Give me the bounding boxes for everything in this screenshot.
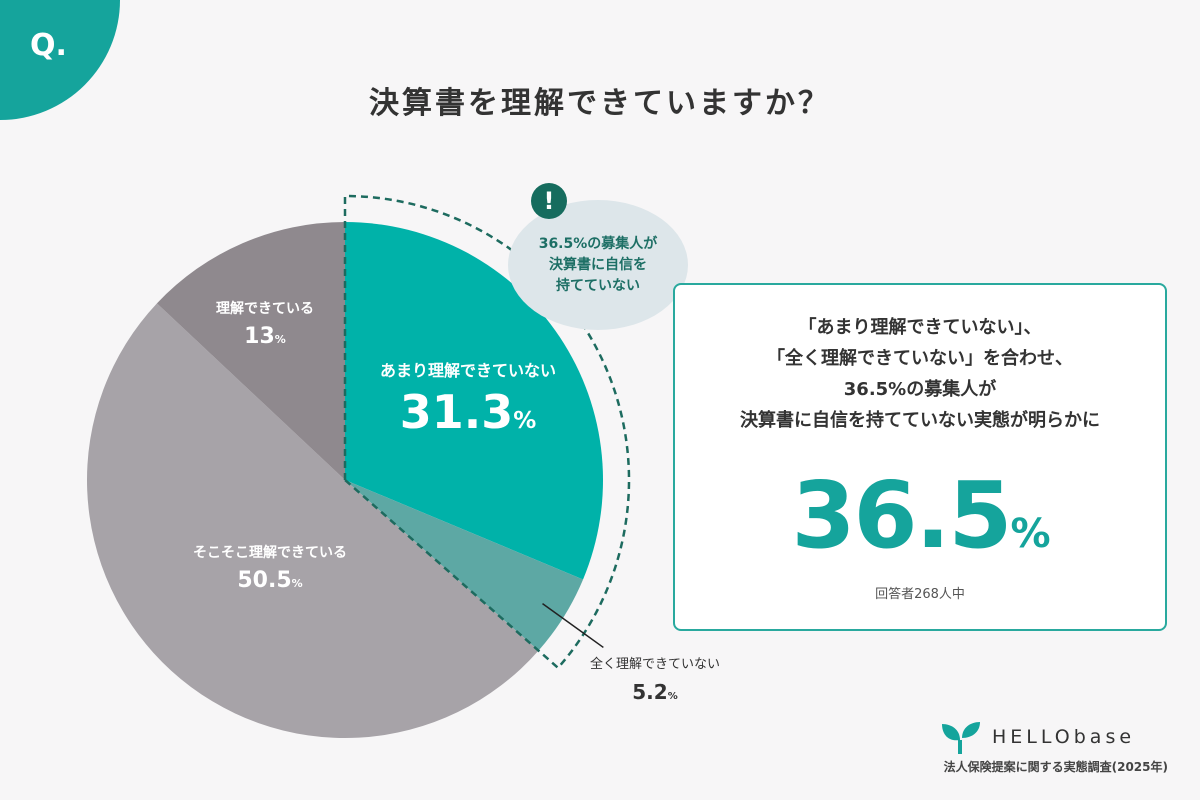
sprout-icon [942, 722, 980, 754]
page-title: 決算書を理解できていますか？ [369, 86, 831, 121]
respondents-note: 回答者268人中 [875, 587, 965, 602]
summary-value: 36.5% [791, 462, 1050, 569]
slice-label-understand: 理解できている 13% [216, 301, 314, 349]
pie-slice-2 [86, 303, 539, 739]
pie-slice-3 [156, 222, 345, 480]
exclamation-icon: ! [531, 183, 567, 219]
highlight-outline [343, 194, 631, 670]
pie-slice-1 [345, 480, 584, 651]
question-mark: Q. [30, 28, 67, 63]
slice-label-not-at-all: 全く理解できていない 5.2% [589, 657, 720, 704]
summary-text: 「あまり理解できていない」、 「全く理解できていない」を合わせ、 36.5%の募… [740, 317, 1100, 431]
leader-line [542, 603, 604, 649]
slice-label-not-much: あまり理解できていない 31.3% [379, 361, 556, 439]
summary-box [673, 283, 1167, 631]
callout-text: 36.5%の募集人が 決算書に自信を 持てていない [538, 236, 658, 294]
callout-bubble [508, 200, 688, 330]
survey-name: 法人保険提案に関する実態調査(2025年) [943, 760, 1168, 774]
slice-label-somewhat: そこそこ理解できている 50.5% [193, 545, 347, 593]
logo-text: HELLObase [992, 726, 1136, 748]
